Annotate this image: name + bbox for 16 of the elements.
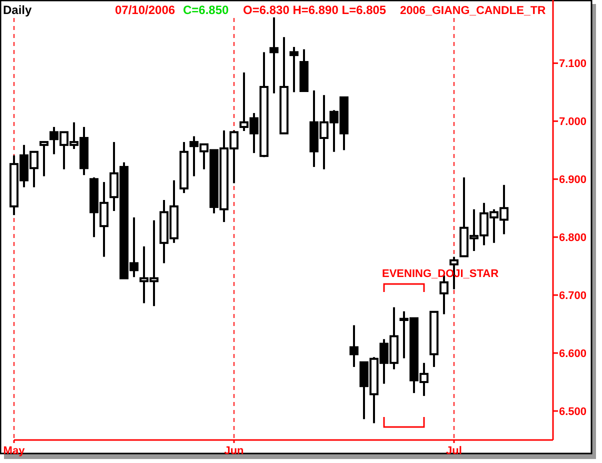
annotation: 07/10/2006 — [115, 3, 176, 17]
y-tick-label: 6.500 — [559, 406, 587, 418]
chart-title: Daily — [3, 3, 32, 17]
annotation: 2006_GIANG_CANDLE_TR — [400, 5, 546, 17]
y-tick-label: 6.700 — [559, 290, 587, 302]
candlestick — [290, 46, 298, 94]
annotation: C=6.850 — [183, 3, 230, 17]
annotation: O=6.830 H=6.890 L=6.805 — [243, 3, 386, 17]
y-tick-label: 7.000 — [559, 116, 587, 128]
y-tick-label: 6.900 — [559, 174, 587, 186]
candlestick — [40, 141, 48, 178]
y-tick-label: 6.600 — [559, 348, 587, 360]
candlestick — [270, 16, 278, 94]
y-tick-label: 6.800 — [559, 232, 587, 244]
candlestick — [350, 324, 358, 368]
y-tick-label: 7.100 — [559, 58, 587, 70]
